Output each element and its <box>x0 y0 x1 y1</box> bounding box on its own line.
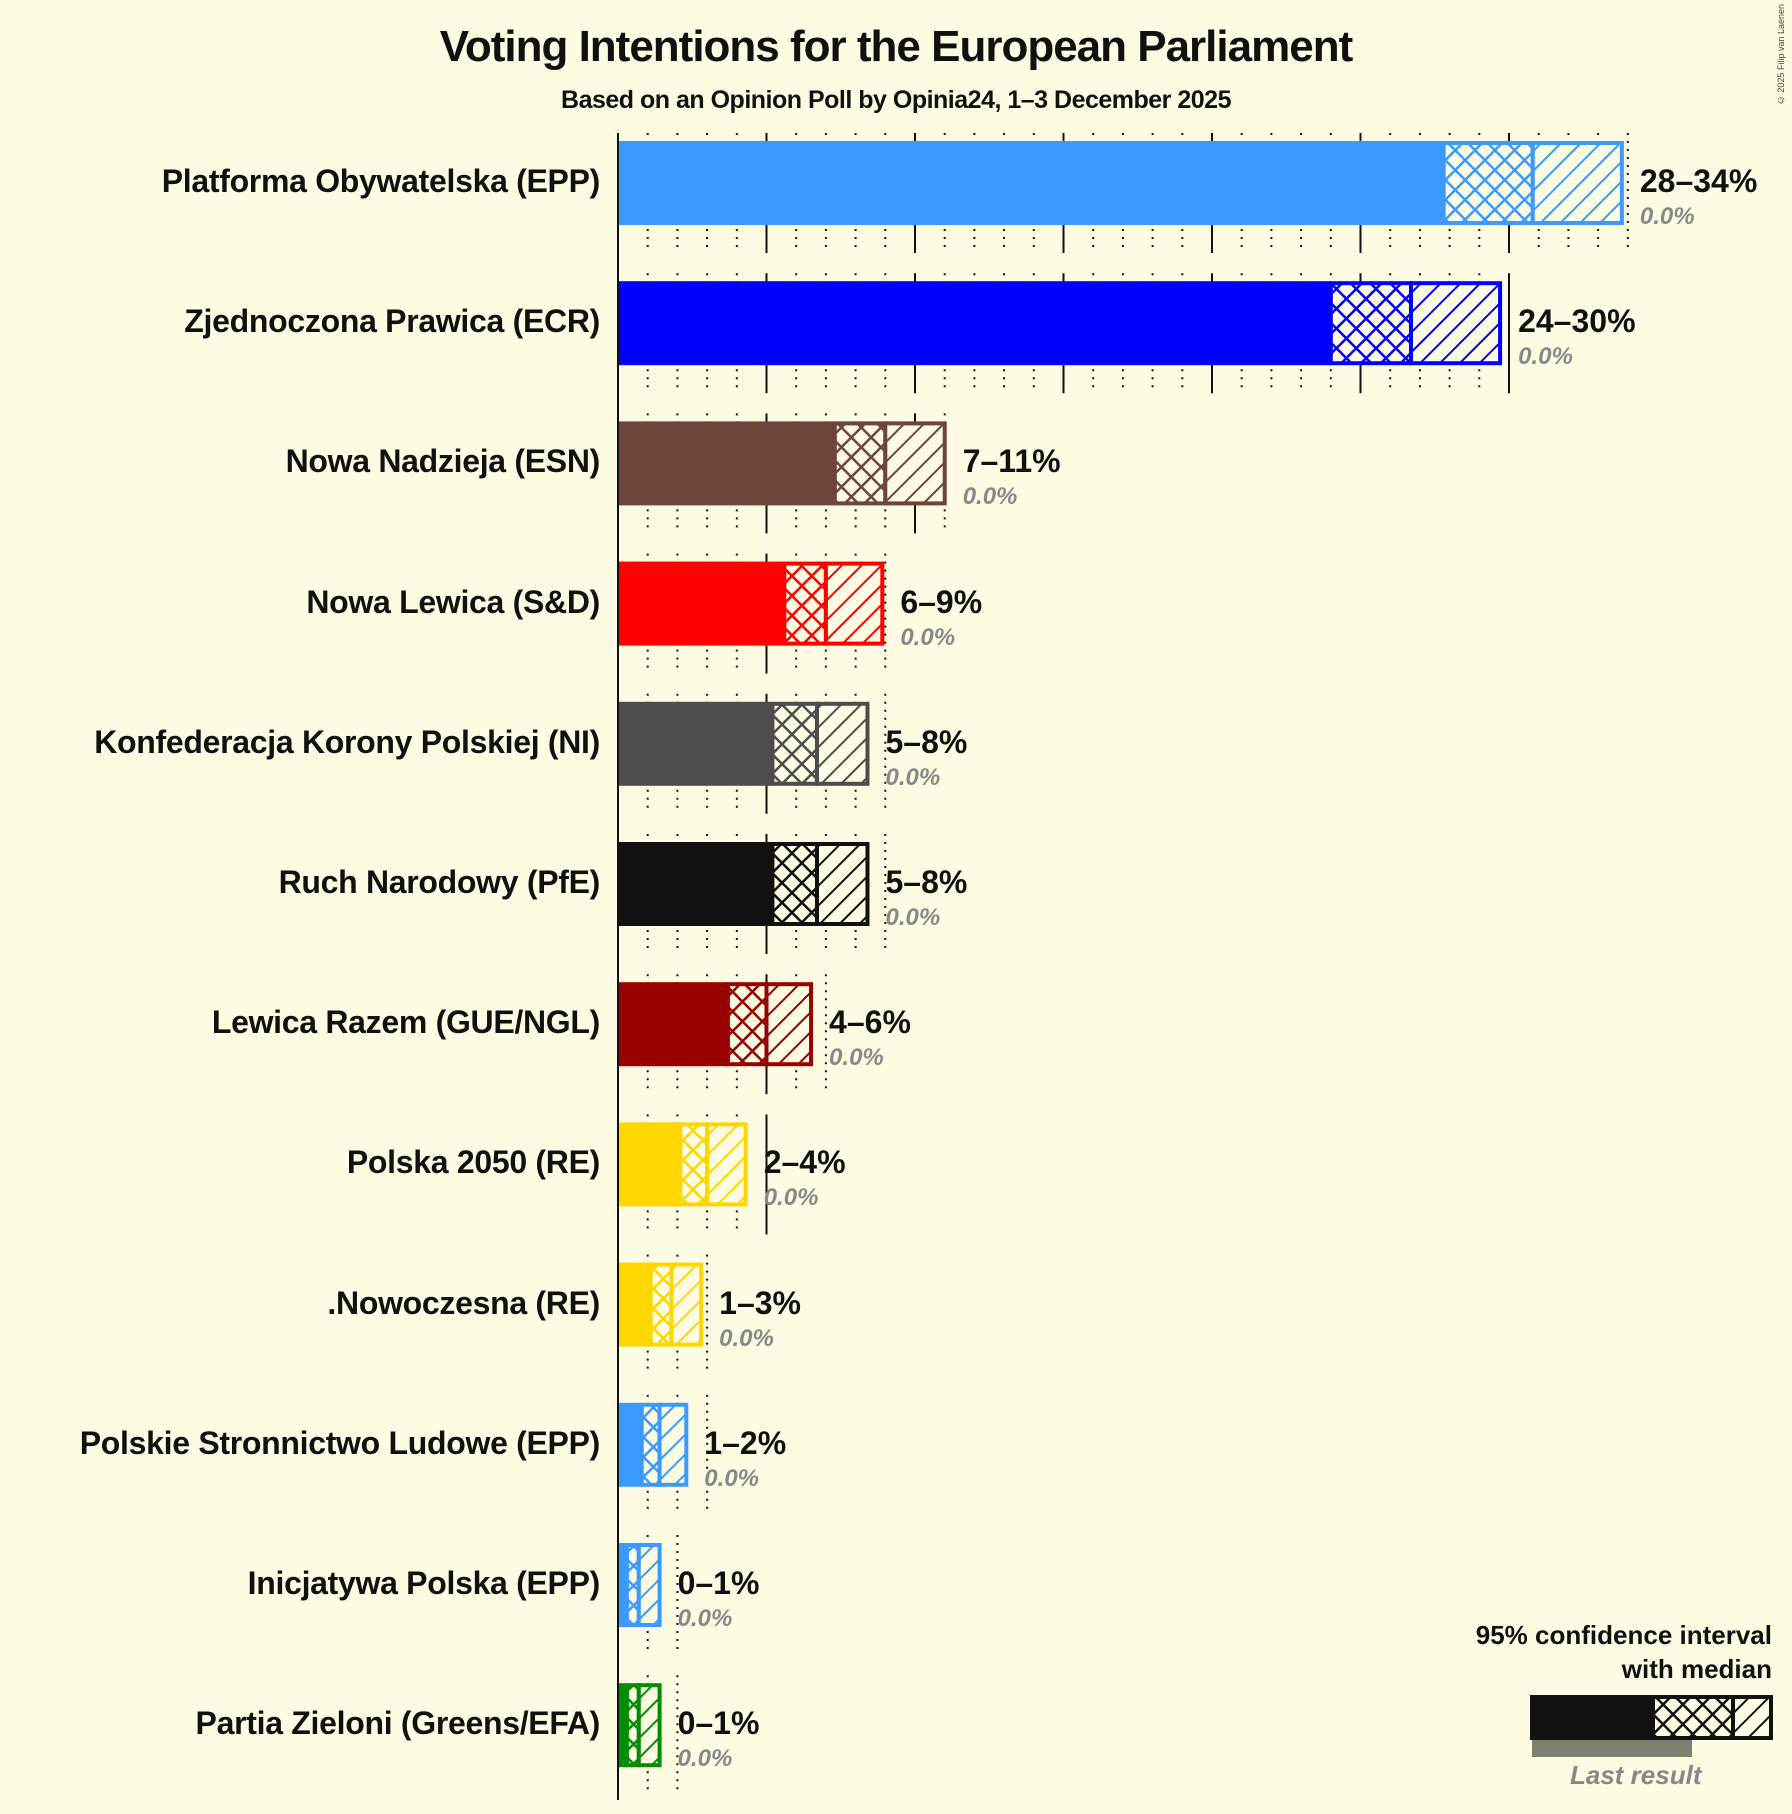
last-result-label: 0.0% <box>962 483 1018 511</box>
bar-solid <box>618 561 785 646</box>
range-label: 6–9% <box>900 583 983 620</box>
legend <box>1530 1695 1773 1757</box>
bar-solid <box>618 701 773 786</box>
last-result-label: 0.0% <box>704 1464 759 1492</box>
range-label: 0–1% <box>677 1705 760 1742</box>
bar-solid <box>618 281 1331 366</box>
party-label: Konfederacja Korony Polskiej (NI) <box>94 723 600 760</box>
last-result-label: 0.0% <box>885 763 941 791</box>
bar-ci-upper <box>814 842 870 926</box>
bar-solid <box>618 1543 627 1627</box>
bar-row <box>618 1122 748 1207</box>
last-result-label: 0.0% <box>763 1184 819 1212</box>
last-result-label: 0.0% <box>829 1044 884 1072</box>
bar-ci-upper <box>705 1122 748 1207</box>
bar-ci-upper <box>764 982 814 1067</box>
bar-ci-lower <box>832 421 888 506</box>
bar-row <box>618 701 870 786</box>
bar-row <box>618 1402 689 1487</box>
gridlines <box>617 133 1629 1796</box>
bar-row <box>618 1543 662 1627</box>
party-label: Nowa Nadzieja (ESN) <box>285 443 601 480</box>
bar-row <box>618 281 1503 366</box>
party-label: Inicjatywa Polska (EPP) <box>247 1565 601 1601</box>
bar-ci-lower <box>725 982 769 1067</box>
bar-ci-upper <box>883 421 947 506</box>
bar-row <box>618 1683 662 1768</box>
last-result-label: 0.0% <box>900 623 956 651</box>
legend-title-line2: with median <box>1621 1654 1772 1684</box>
bar-row <box>618 421 947 506</box>
range-label: 1–2% <box>704 1424 787 1461</box>
legend-title-line1: 95% confidence interval <box>1475 1620 1772 1650</box>
bar-row <box>618 1262 704 1347</box>
bar-row <box>618 842 870 926</box>
chart-subtitle: Based on an Opinion Poll by Opinia24, 1–… <box>561 86 1231 114</box>
party-label: Polska 2050 (RE) <box>346 1144 600 1181</box>
bar-ci-lower <box>770 701 819 786</box>
last-result-label: 0.0% <box>719 1324 774 1352</box>
range-label: 2–4% <box>763 1144 846 1181</box>
bar-row <box>618 141 1624 225</box>
bar-ci-lower <box>1441 141 1535 225</box>
bar-solid <box>618 1683 627 1768</box>
bar-solid <box>618 842 773 926</box>
legend-title: 95% confidence interval with median <box>1476 1618 1772 1686</box>
party-label: Polskie Stronnictwo Ludowe (EPP) <box>79 1424 601 1461</box>
last-result-label: 0.0% <box>885 904 941 931</box>
bar-solid <box>618 982 728 1067</box>
bar-ci-upper <box>657 1402 689 1487</box>
party-label: Partia Zieloni (Greens/EFA) <box>195 1705 601 1742</box>
range-label: 7–11% <box>962 443 1061 480</box>
party-label: .Nowoczesna (RE) <box>327 1284 600 1321</box>
bar-ci-lower <box>782 561 828 646</box>
bar-solid <box>618 141 1444 225</box>
range-label: 5–8% <box>885 723 968 760</box>
last-result-label: 0.0% <box>677 1605 733 1632</box>
bar-ci-upper <box>823 561 885 646</box>
last-result-label: 0.0% <box>1518 343 1573 371</box>
bar-ci-upper <box>1408 281 1503 366</box>
bar-solid <box>618 1262 651 1347</box>
bar-ci-upper <box>636 1543 662 1627</box>
bar-row <box>618 561 885 646</box>
bar-ci-upper <box>814 701 870 786</box>
party-label: Zjednoczona Prawica (ECR) <box>184 303 600 340</box>
party-label: Lewica Razem (GUE/NGL) <box>211 1004 600 1041</box>
bar-ci-lower <box>678 1122 710 1207</box>
party-label: Ruch Narodowy (PfE) <box>278 864 601 900</box>
chart-title: Voting Intentions for the European Parli… <box>439 22 1353 71</box>
bar-ci-lower <box>639 1402 662 1487</box>
bar-solid <box>618 1122 681 1207</box>
bar-row <box>618 982 814 1067</box>
range-label: 24–30% <box>1518 303 1636 340</box>
bar-solid <box>618 421 835 506</box>
range-label: 4–6% <box>829 1004 911 1041</box>
bar-ci-lower <box>770 842 819 926</box>
legend-last-result-label: Last result <box>1570 1760 1702 1790</box>
bar-ci-upper <box>669 1262 704 1347</box>
bar-ci-upper <box>636 1683 662 1768</box>
range-label: 0–1% <box>677 1565 760 1601</box>
bar-ci-upper <box>1530 141 1624 225</box>
bar-ci-lower <box>1328 281 1413 366</box>
range-label: 5–8% <box>885 864 968 900</box>
bar-ci-lower <box>648 1262 674 1347</box>
party-label: Nowa Lewica (S&D) <box>306 583 600 620</box>
last-result-label: 0.0% <box>677 1745 733 1773</box>
range-label: 1–3% <box>719 1284 801 1321</box>
range-label: 28–34% <box>1639 163 1758 199</box>
last-result-label: 0.0% <box>1639 203 1695 230</box>
bar-solid <box>618 1402 642 1487</box>
party-label: Platforma Obywatelska (EPP) <box>161 163 601 199</box>
